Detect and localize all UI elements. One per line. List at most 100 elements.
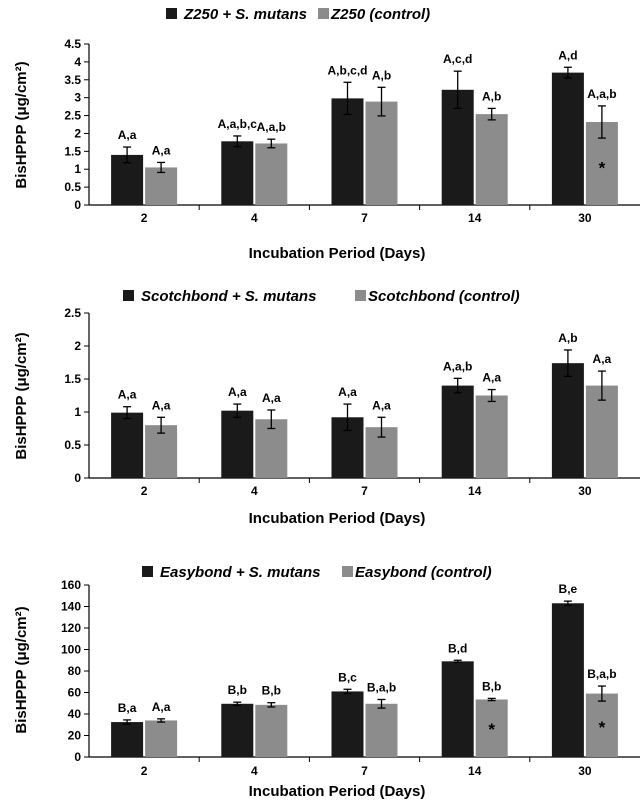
- y-axis-title: BisHPPP (μg/cm²): [13, 332, 30, 459]
- data-label: A,a: [118, 388, 137, 402]
- y-tick-label: 120: [61, 621, 81, 635]
- x-tick-label: 7: [361, 764, 368, 778]
- x-tick-label: 14: [468, 484, 482, 498]
- y-tick-label: 1.5: [64, 144, 81, 158]
- bar-series2: [475, 699, 508, 757]
- x-tick-label: 2: [141, 211, 148, 225]
- legend-series1-swatch: [123, 290, 134, 301]
- x-tick-label: 4: [251, 764, 258, 778]
- data-label: B,b: [228, 683, 247, 697]
- data-label: A,a,b: [257, 120, 286, 134]
- y-axis-title: BisHPPP (μg/cm²): [13, 61, 30, 188]
- x-tick-label: 30: [578, 764, 592, 778]
- legend-series2-swatch: [318, 8, 329, 19]
- y-tick-label: 140: [61, 600, 81, 614]
- data-label: A,a: [262, 391, 281, 405]
- y-tick-label: 2.5: [64, 306, 81, 320]
- data-label: A,b,c,d: [327, 63, 367, 77]
- bar-series2: [255, 704, 288, 757]
- x-tick-label: 2: [141, 484, 148, 498]
- legend-series1-label: Easybond + S. mutans: [160, 564, 320, 581]
- bar-series2: [585, 693, 618, 757]
- y-tick-label: 2: [74, 339, 81, 353]
- bar-series1: [551, 72, 584, 205]
- y-tick-label: 20: [68, 729, 82, 743]
- bar-series1: [221, 410, 254, 478]
- x-tick-label: 14: [468, 764, 482, 778]
- data-label: B,b: [482, 679, 501, 693]
- panel-z250-chart: Z250 + S. mutans Z250 (control) Incubati…: [13, 6, 640, 262]
- bar-series1: [111, 412, 144, 478]
- legend-series1-swatch: [142, 566, 153, 577]
- data-label: A,a: [118, 128, 137, 142]
- bar-series1: [441, 385, 474, 478]
- bar-series2: [145, 720, 178, 757]
- data-label: A,a: [152, 700, 171, 714]
- panel-easybond-chart: Easybond + S. mutans Easybond (control) …: [13, 564, 640, 800]
- y-tick-label: 1.5: [64, 372, 81, 386]
- bar-series1: [221, 141, 254, 205]
- y-tick-label: 80: [68, 664, 82, 678]
- x-axis-title: Incubation Period (Days): [249, 510, 426, 527]
- significance-asterisk: *: [599, 158, 606, 177]
- data-label: A,a,b,c: [218, 117, 258, 131]
- bar-series1: [551, 363, 584, 478]
- y-tick-label: 2.5: [64, 109, 81, 123]
- x-tick-label: 4: [251, 211, 258, 225]
- data-label: B,e: [559, 582, 578, 596]
- data-label: A,a: [338, 385, 357, 399]
- x-tick-label: 7: [361, 484, 368, 498]
- x-axis-title: Incubation Period (Days): [249, 245, 426, 262]
- data-label: A,b: [558, 331, 577, 345]
- y-tick-label: 160: [61, 578, 81, 592]
- y-tick-label: 0: [74, 198, 81, 212]
- data-label: A,c,d: [443, 52, 472, 66]
- bar-series2: [475, 114, 508, 205]
- legend-series1-swatch: [166, 8, 177, 19]
- y-tick-label: 0: [74, 750, 81, 764]
- data-label: A,a: [152, 398, 171, 412]
- data-label: A,d: [558, 48, 577, 62]
- data-label: A,a: [482, 371, 501, 385]
- y-tick-label: 0.5: [64, 180, 81, 194]
- x-tick-label: 14: [468, 211, 482, 225]
- legend-series1-label: Z250 + S. mutans: [183, 6, 307, 23]
- y-tick-label: 100: [61, 643, 81, 657]
- legend-series1-label: Scotchbond + S. mutans: [141, 288, 316, 305]
- y-tick-label: 4: [74, 55, 81, 69]
- significance-asterisk: *: [599, 718, 606, 737]
- data-label: B,c: [338, 670, 357, 684]
- y-tick-label: 3: [74, 91, 81, 105]
- bar-series2: [365, 101, 398, 205]
- y-tick-label: 0.5: [64, 438, 81, 452]
- bar-series2: [475, 395, 508, 478]
- bar-series1: [441, 661, 474, 757]
- legend-series2-swatch: [355, 290, 366, 301]
- y-tick-label: 60: [68, 686, 82, 700]
- y-tick-label: 1: [74, 162, 81, 176]
- data-label: A,a: [593, 352, 612, 366]
- bar-series1: [331, 98, 364, 205]
- x-tick-label: 7: [361, 211, 368, 225]
- bar-series2: [145, 167, 178, 205]
- data-label: A,a,b: [587, 87, 616, 101]
- bar-series1: [551, 603, 584, 757]
- bar-series2: [365, 703, 398, 757]
- significance-asterisk: *: [488, 720, 495, 739]
- bar-series2: [585, 385, 618, 478]
- data-label: A,a,b: [443, 359, 472, 373]
- data-label: B,d: [448, 641, 467, 655]
- data-label: B,a: [118, 701, 137, 715]
- y-tick-label: 4.5: [64, 37, 81, 51]
- bar-series1: [331, 691, 364, 757]
- data-label: B,a,b: [367, 680, 396, 694]
- x-tick-label: 30: [578, 211, 592, 225]
- bar-series1: [221, 703, 254, 757]
- bar-series1: [111, 722, 144, 757]
- data-label: A,b: [372, 68, 391, 82]
- legend-series2-label: Scotchbond (control): [368, 288, 520, 305]
- y-tick-label: 3.5: [64, 73, 81, 87]
- x-tick-label: 30: [578, 484, 592, 498]
- x-tick-label: 2: [141, 764, 148, 778]
